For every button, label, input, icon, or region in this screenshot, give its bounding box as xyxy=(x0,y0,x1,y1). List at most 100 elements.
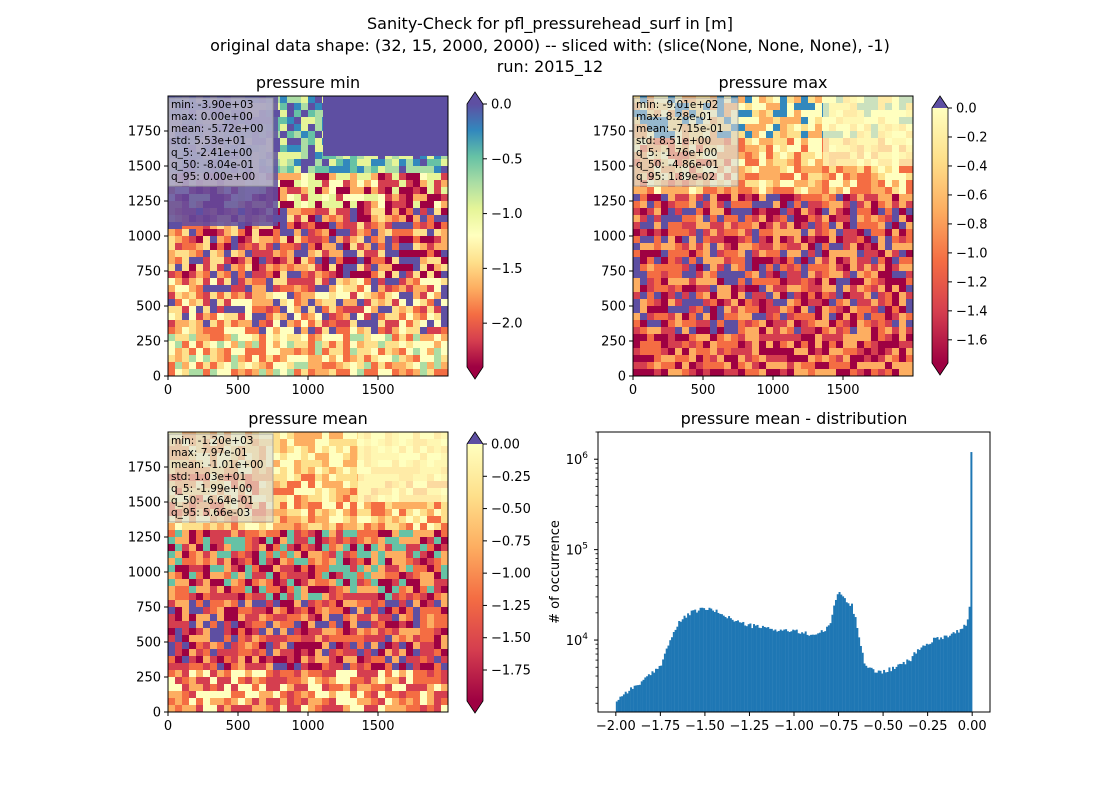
heatmap-cell xyxy=(738,187,746,195)
heatmap-cell xyxy=(301,565,309,573)
stats-line: q_50: -6.64e-01 xyxy=(171,495,254,507)
heatmap-cell xyxy=(661,362,669,370)
heatmap-cell xyxy=(294,537,302,545)
heatmap-cell xyxy=(196,649,204,657)
heatmap-cell xyxy=(210,698,218,706)
heatmap-cell xyxy=(238,278,246,286)
heatmap-cell xyxy=(301,173,309,181)
heatmap-cell xyxy=(343,229,351,237)
heatmap-cell xyxy=(315,117,323,125)
heatmap-cell xyxy=(441,698,448,706)
heatmap-cell xyxy=(287,565,295,573)
heatmap-cell xyxy=(703,292,711,300)
heatmap-cell xyxy=(203,334,211,342)
heatmap-cell xyxy=(731,369,739,376)
heatmap-cell xyxy=(413,215,421,223)
heatmap-cell xyxy=(273,460,281,468)
heatmap-cell xyxy=(336,670,344,678)
colorbar-gradient xyxy=(467,104,483,367)
heatmap-cell xyxy=(273,243,281,251)
heatmap-cell xyxy=(217,691,225,699)
heatmap-cell xyxy=(640,334,648,342)
heatmap-cell xyxy=(350,572,358,580)
heatmap-cell xyxy=(850,362,858,370)
heatmap-cell xyxy=(696,285,704,293)
heatmap-cell xyxy=(745,306,753,314)
heatmap-cell xyxy=(906,292,913,300)
heatmap-cell xyxy=(661,313,669,321)
heatmap-cell xyxy=(329,698,337,706)
heatmap-cell xyxy=(392,705,400,712)
heatmap-cell xyxy=(420,271,428,279)
heatmap-cell xyxy=(294,334,302,342)
heatmap-cell xyxy=(266,313,274,321)
heatmap-cell xyxy=(843,348,851,356)
heatmap-cell xyxy=(815,299,823,307)
heatmap-cell xyxy=(878,348,886,356)
heatmap-cell xyxy=(850,271,858,279)
heatmap-cell xyxy=(280,537,288,545)
heatmap-cell xyxy=(168,278,176,286)
heatmap-cell xyxy=(808,138,816,146)
heatmap-cell xyxy=(301,446,309,454)
heatmap-cell xyxy=(385,264,393,272)
heatmap-cell xyxy=(322,607,330,615)
heatmap-cell xyxy=(364,362,372,370)
heatmap-cell xyxy=(441,635,448,643)
heatmap-cell xyxy=(427,579,435,587)
heatmap-cell xyxy=(280,558,288,566)
heatmap-cell xyxy=(850,320,858,328)
heatmap-cell xyxy=(427,586,435,594)
heatmap-cell xyxy=(647,299,655,307)
heatmap-cell xyxy=(731,313,739,321)
heatmap-cell xyxy=(294,558,302,566)
x-tick-label: 1000 xyxy=(756,383,789,398)
heatmap-cell xyxy=(273,257,281,265)
heatmap-cell xyxy=(801,201,809,209)
heatmap-cell xyxy=(175,698,183,706)
heatmap-cell xyxy=(399,516,407,524)
heatmap-cell xyxy=(787,313,795,321)
heatmap-cell xyxy=(301,131,309,139)
heatmap-cell xyxy=(378,299,386,307)
heatmap-cell xyxy=(210,705,218,712)
heatmap-cell xyxy=(329,446,337,454)
heatmap-cell xyxy=(850,229,858,237)
heatmap-cell xyxy=(441,299,448,307)
histogram-bar xyxy=(624,691,627,712)
heatmap-cell xyxy=(252,320,260,328)
heatmap-cell xyxy=(759,229,767,237)
heatmap-cell xyxy=(301,320,309,328)
heatmap-cell xyxy=(773,117,781,125)
heatmap-cell xyxy=(864,194,872,202)
heatmap-cell xyxy=(357,544,365,552)
heatmap-cell xyxy=(350,222,358,230)
heatmap-cell xyxy=(350,551,358,559)
heatmap-cell xyxy=(287,173,295,181)
heatmap-cell xyxy=(378,565,386,573)
heatmap-cell xyxy=(343,446,351,454)
heatmap-cell xyxy=(343,257,351,265)
heatmap-cell xyxy=(210,530,218,538)
heatmap-cell xyxy=(794,285,802,293)
heatmap-cell xyxy=(899,180,907,188)
heatmap-cell xyxy=(203,705,211,712)
heatmap-cell xyxy=(301,201,309,209)
heatmap-cell xyxy=(766,117,774,125)
heatmap-cell xyxy=(717,369,725,376)
heatmap-cell xyxy=(231,285,239,293)
heatmap-cell xyxy=(315,264,323,272)
heatmap-cell xyxy=(301,628,309,636)
heatmap-cell xyxy=(273,348,281,356)
heatmap-cell xyxy=(878,369,886,376)
heatmap-cell xyxy=(836,264,844,272)
heatmap-cell xyxy=(336,481,344,489)
heatmap-cell xyxy=(182,684,190,692)
heatmap-cell xyxy=(843,250,851,258)
heatmap-cell xyxy=(899,327,907,335)
heatmap-cell xyxy=(406,635,414,643)
heatmap-cell xyxy=(308,530,316,538)
heatmap-cell xyxy=(731,222,739,230)
heatmap-cell xyxy=(210,565,218,573)
heatmap-cell xyxy=(259,530,267,538)
